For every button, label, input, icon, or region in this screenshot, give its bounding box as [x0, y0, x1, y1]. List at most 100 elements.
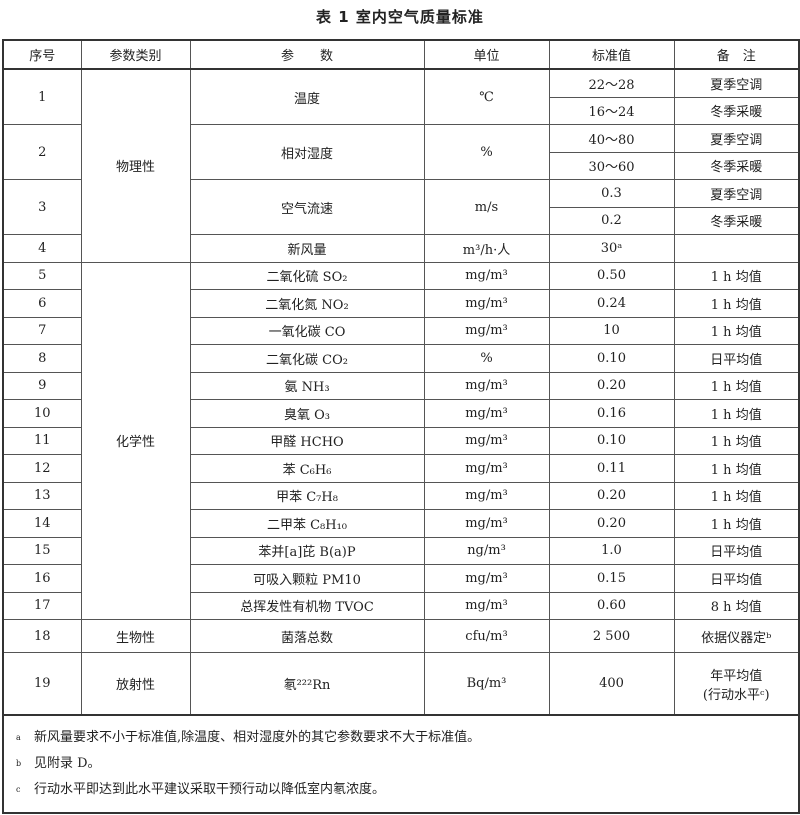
- remark: 日平均值: [673, 536, 800, 565]
- row-number: 10: [2, 399, 82, 428]
- column-header: 备 注: [673, 39, 800, 70]
- standard-value: 40～80: [548, 124, 675, 153]
- standard-value: 0.60: [548, 591, 675, 620]
- parameter-name: 新风量: [189, 234, 425, 263]
- parameter-category: 物理性: [80, 68, 191, 263]
- unit: mg/m³: [423, 454, 550, 483]
- air-quality-standard-table: 序号 参数类别参 数单位 标准值备 注 1 物理性 温度 ℃ 22～28 夏季空调 16～24 冬…: [2, 39, 800, 814]
- standard-value: 30ᵃ: [548, 234, 675, 263]
- unit: ng/m³: [423, 536, 550, 565]
- remark: [673, 234, 800, 263]
- unit: mg/m³: [423, 591, 550, 620]
- unit: m³/h·人: [423, 234, 550, 263]
- remark: 夏季空调: [673, 124, 800, 153]
- footnote: a 新风量要求不小于标准值,除温度、相对湿度外的其它参数要求不大于标准值。: [16, 725, 798, 751]
- table-row: 11 甲醛 HCHO mg/m³ 0.10 1 h 均值: [2, 426, 800, 455]
- parameter-name: 苯 C₆H₆: [189, 454, 425, 483]
- table-row: 1 物理性 温度 ℃ 22～28 夏季空调: [2, 68, 800, 263]
- parameter-name: 总挥发性有机物 TVOC: [189, 591, 425, 620]
- standard-value: 0.24: [548, 289, 675, 318]
- remark: 1 h 均值: [673, 454, 800, 483]
- parameter-name: 氡²²²Rn: [189, 652, 425, 716]
- remark: 年平均值 (行动水平ᶜ): [673, 652, 800, 716]
- parameter-name: 菌落总数: [189, 619, 425, 653]
- standard-value: 10: [548, 316, 675, 345]
- standard-value: 0.10: [548, 426, 675, 455]
- standard-value: 1.0: [548, 536, 675, 565]
- remark: 冬季采暖: [673, 96, 800, 125]
- remark: 1 h 均值: [673, 481, 800, 510]
- remark: 依据仪器定ᵇ: [673, 619, 800, 653]
- footnote-text: 见附录 D。: [34, 756, 101, 771]
- parameter-name: 可吸入颗粒 PM10: [189, 564, 425, 593]
- row-number: 3: [2, 179, 82, 235]
- column-header: 参数类别: [80, 39, 191, 70]
- standard-value: 0.20: [548, 371, 675, 400]
- standard-value: 2 500: [548, 619, 675, 653]
- column-header: 参 数: [189, 39, 425, 70]
- footnote-marker: c: [16, 785, 21, 794]
- footnote-text: 行动水平即达到此水平建议采取干预行动以降低室内氡浓度。: [34, 782, 386, 797]
- footnote-text: 新风量要求不小于标准值,除温度、相对湿度外的其它参数要求不大于标准值。: [34, 730, 481, 745]
- parameter-name: 氨 NH₃: [189, 371, 425, 400]
- table-row: 8 二氧化碳 CO₂% 0.10 日平均值: [2, 344, 800, 373]
- footnote-marker: b: [16, 759, 22, 768]
- parameter-category: 化学性: [80, 261, 191, 620]
- unit: mg/m³: [423, 261, 550, 290]
- unit: ℃: [423, 68, 550, 125]
- parameter-name: 空气流速: [189, 179, 425, 235]
- table-row: 19 放射性 氡²²²Rn Bq/m³ 400 年平均值 (行动水平ᶜ): [2, 652, 800, 716]
- standard-value: 0.20: [548, 509, 675, 538]
- remark: 1 h 均值: [673, 509, 800, 538]
- unit: cfu/m³: [423, 619, 550, 653]
- remark: 1 h 均值: [673, 316, 800, 345]
- remark: 冬季采暖: [673, 206, 800, 235]
- table-title: 表 1 室内空气质量标准: [316, 8, 484, 26]
- table-row: 13 甲苯 C₇H₈ mg/m³ 0.20 1 h 均值: [2, 481, 800, 510]
- unit: %: [423, 124, 550, 180]
- table-row: 15 苯并[a]芘 B(a)P ng/m³ 1.0 日平均值: [2, 536, 800, 565]
- standard-value: 22～28: [548, 68, 675, 98]
- unit: mg/m³: [423, 426, 550, 455]
- unit: mg/m³: [423, 399, 550, 428]
- table-row: 17 总挥发性有机物 TVOC mg/m³ 0.60 8 h 均值: [2, 591, 800, 620]
- remark: 冬季采暖: [673, 151, 800, 180]
- row-number: 17: [2, 591, 82, 620]
- parameter-name: 二甲苯 C₈H₁₀: [189, 509, 425, 538]
- unit: mg/m³: [423, 564, 550, 593]
- table-row: 3 空气流速 m/s 0.3 夏季空调: [2, 179, 800, 235]
- parameter-name: 甲醛 HCHO: [189, 426, 425, 455]
- row-number: 13: [2, 481, 82, 510]
- row-number: 6: [2, 289, 82, 318]
- unit: mg/m³: [423, 481, 550, 510]
- table-row: 14 二甲苯 C₈H₁₀ mg/m³ 0.20 1 h 均值: [2, 509, 800, 538]
- unit: mg/m³: [423, 371, 550, 400]
- column-header: 序号: [2, 39, 82, 70]
- row-number: 12: [2, 454, 82, 483]
- standard-value: 30～60: [548, 151, 675, 180]
- remark: 日平均值: [673, 344, 800, 373]
- standard-value: 0.2: [548, 206, 675, 235]
- footnote-marker: a: [16, 733, 21, 742]
- row-number: 2: [2, 124, 82, 180]
- row-number: 11: [2, 426, 82, 455]
- row-number: 18: [2, 619, 82, 653]
- remark: 8 h 均值: [673, 591, 800, 620]
- remark: 1 h 均值: [673, 261, 800, 290]
- table-row: 18 生物性 菌落总数 cfu/m³ 2 500 依据仪器定ᵇ: [2, 619, 800, 653]
- parameter-category: 生物性: [80, 619, 191, 653]
- remark: 夏季空调: [673, 68, 800, 98]
- parameter-name: 二氧化碳 CO₂: [189, 344, 425, 373]
- remark: 夏季空调: [673, 179, 800, 208]
- footnote: b 见附录 D。: [16, 751, 798, 777]
- table-subrow: 16～24 冬季采暖: [3, 96, 800, 125]
- remark: 日平均值: [673, 564, 800, 593]
- standard-value: 0.11: [548, 454, 675, 483]
- table-footnotes: a 新风量要求不小于标准值,除温度、相对湿度外的其它参数要求不大于标准值。 b 见附录…: [2, 714, 800, 814]
- unit: mg/m³: [423, 316, 550, 345]
- row-number: 19: [2, 652, 82, 716]
- table-row: 4 新风量 m³/h·人 30ᵃ: [2, 234, 800, 263]
- footnote: c 行动水平即达到此水平建议采取干预行动以降低室内氡浓度。: [16, 777, 798, 803]
- remark: 1 h 均值: [673, 399, 800, 428]
- unit: m/s: [423, 179, 550, 235]
